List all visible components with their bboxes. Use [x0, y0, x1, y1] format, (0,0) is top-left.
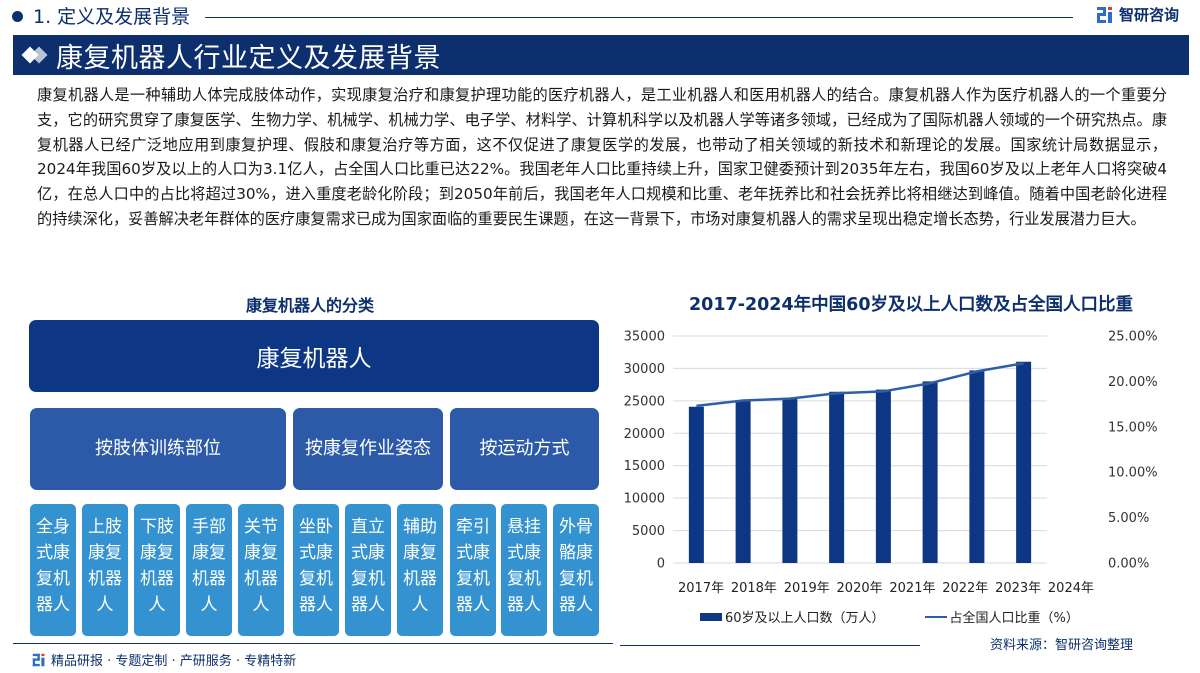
svg-text:25.00%: 25.00% [1108, 330, 1158, 345]
leaf-item: 牵引式康复机器人 [450, 504, 496, 636]
leaf-item: 下肢康复机器人 [134, 504, 180, 636]
leaf-item: 外骨骼康复机器人 [553, 504, 599, 636]
bar-2020年 [829, 391, 845, 563]
x-axis-label: 2023年 [995, 581, 1042, 596]
intro-paragraph: 康复机器人是一种辅助人体完成肢体动作，实现康复治疗和康复护理功能的医疗机器人，是… [37, 86, 1167, 228]
x-axis-label: 2018年 [730, 581, 777, 596]
legend-line-swatch-icon [924, 615, 947, 618]
x-axis-labels: 2017年 2018年 2019年 2020年 2021年 2022年 2023年 2024年 [678, 577, 1094, 596]
x-axis-label: 2022年 [942, 581, 989, 596]
source-divider [620, 645, 920, 646]
bar-2017年 [688, 406, 704, 563]
x-axis-label: 2017年 [678, 581, 725, 596]
header-divider [205, 17, 1073, 18]
chart-title: 2017-2024年中国60岁及以上人口数及占全国人口比重 [688, 295, 1134, 315]
leaf-item: 上肢康复机器人 [82, 504, 128, 636]
classification-root: 康复机器人 [29, 320, 599, 392]
x-axis-label: 2020年 [836, 581, 883, 596]
leaf-item: 坐卧式康复机器人 [293, 504, 339, 636]
brand: 智研咨询 [1096, 4, 1179, 25]
x-axis-label: 2019年 [783, 581, 830, 596]
svg-text:20.00%: 20.00% [1108, 375, 1158, 390]
brand-name: 智研咨询 [1119, 6, 1180, 24]
bar-2021年 [875, 389, 891, 563]
chart-legend: 60岁及以上人口数（万人） 占全国人口比重（%） [700, 607, 1079, 626]
footer-tagline: 精品研报 · 专题定制 · 产研服务 · 专精特新 [51, 654, 297, 669]
group-by-limb: 按肢体训练部位 [30, 408, 286, 490]
x-axis-label: 2021年 [889, 581, 936, 596]
group-by-motion: 按运动方式 [450, 408, 599, 490]
legend-bar-label: 60岁及以上人口数（万人） [725, 611, 885, 626]
chart-area: 0 5000 10000 15000 20000 25000 30000 35000 0.00%… [620, 325, 1200, 595]
brand-logo-icon [32, 653, 45, 666]
legend-line-label: 占全国人口比重（%） [949, 611, 1079, 626]
leaf-item: 全身式康复机器人 [30, 504, 76, 636]
svg-text:30000: 30000 [624, 362, 665, 377]
svg-text:15000: 15000 [624, 459, 665, 474]
svg-text:0: 0 [657, 557, 665, 572]
classification-title: 康复机器人的分类 [245, 296, 374, 315]
combo-chart: 0 5000 10000 15000 20000 25000 30000 35000 0.00%… [624, 330, 1158, 572]
page-title: 康复机器人行业定义及发展背景 [56, 42, 441, 74]
svg-text:10000: 10000 [624, 492, 665, 507]
legend-bar-swatch-icon [700, 612, 722, 621]
group-by-posture: 按康复作业姿态 [293, 408, 443, 490]
leaf-item: 悬挂式康复机器人 [501, 504, 547, 636]
footer-divider [13, 643, 613, 644]
bar-2018年 [735, 401, 751, 563]
bar-2019年 [782, 398, 798, 563]
leaf-item: 手部康复机器人 [186, 504, 232, 636]
leaf-item: 辅助康复机器人 [397, 504, 443, 636]
x-axis-label: 2024年 [1047, 581, 1094, 596]
top-header: 1. 定义及发展背景 智研咨询 [0, 0, 1200, 34]
svg-text:5.00%: 5.00% [1108, 511, 1149, 526]
source-note: 资料来源：智研咨询整理 [990, 638, 1134, 653]
ratio-line [696, 362, 1024, 408]
section-title: 1. 定义及发展背景 [33, 6, 191, 28]
svg-text:25000: 25000 [624, 394, 665, 409]
bar-2024年 [1016, 361, 1032, 563]
leaf-item: 直立式康复机器人 [345, 504, 391, 636]
page-banner: 康复机器人行业定义及发展背景 [13, 35, 1189, 75]
bar-2022年 [922, 381, 938, 563]
svg-text:10.00%: 10.00% [1108, 466, 1158, 481]
svg-text:35000: 35000 [624, 330, 665, 345]
svg-text:20000: 20000 [624, 427, 665, 442]
bullet-dot-icon [12, 11, 23, 22]
footer: 精品研报 · 专题定制 · 产研服务 · 专精特新 [32, 650, 296, 669]
svg-text:5000: 5000 [632, 524, 665, 539]
svg-text:0.00%: 0.00% [1108, 557, 1149, 572]
brand-logo-icon [1097, 6, 1112, 23]
diamond-icon [21, 46, 50, 64]
leaf-item: 关节康复机器人 [238, 504, 284, 636]
bar-2023年 [969, 370, 985, 563]
svg-text:15.00%: 15.00% [1108, 420, 1158, 435]
